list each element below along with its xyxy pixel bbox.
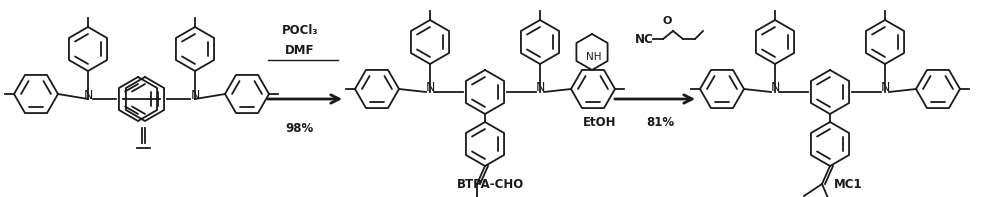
Text: O: O	[662, 16, 672, 26]
Text: N: N	[535, 81, 545, 94]
Text: N: N	[770, 81, 780, 94]
Text: N: N	[83, 88, 93, 101]
Text: N: N	[880, 81, 890, 94]
Text: BTPA-CHO: BTPA-CHO	[456, 178, 524, 191]
Text: EtOH: EtOH	[583, 115, 617, 128]
Text: DMF: DMF	[285, 44, 315, 57]
Text: NC: NC	[635, 33, 654, 46]
Text: 98%: 98%	[286, 123, 314, 136]
Text: POCl₃: POCl₃	[282, 23, 318, 36]
Text: 81%: 81%	[646, 115, 674, 128]
Text: NH: NH	[586, 52, 602, 62]
Text: MC1: MC1	[834, 178, 862, 191]
Text: N: N	[190, 88, 200, 101]
Text: N: N	[425, 81, 435, 94]
